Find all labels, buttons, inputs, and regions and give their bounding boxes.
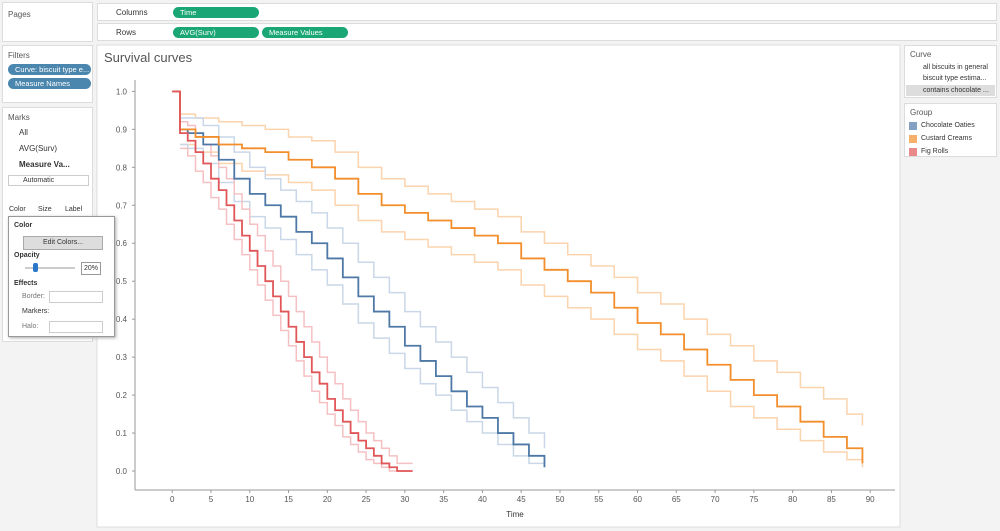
y-tick-label: 0.1 bbox=[116, 429, 128, 438]
mark-button[interactable]: Color bbox=[9, 206, 26, 213]
x-tick-label: 40 bbox=[478, 495, 487, 504]
edit-colors-button[interactable]: Edit Colors... bbox=[23, 236, 103, 250]
legend-title: Group bbox=[910, 108, 933, 117]
legend-label[interactable]: Chocolate Oaties bbox=[921, 122, 975, 129]
pages-title: Pages bbox=[8, 10, 31, 19]
y-tick-label: 0.3 bbox=[116, 353, 128, 362]
confidence-bound bbox=[179, 121, 413, 465]
confidence-bound bbox=[179, 143, 546, 468]
survival-curve bbox=[172, 90, 413, 472]
curve-legend: Curve all biscuits in general biscuit ty… bbox=[904, 45, 997, 98]
legend-title: Curve bbox=[910, 50, 932, 59]
slider-handle[interactable] bbox=[33, 263, 38, 272]
x-tick-label: 25 bbox=[362, 495, 371, 504]
legend-option[interactable]: biscuit type estima... bbox=[923, 75, 987, 82]
x-tick-label: 20 bbox=[323, 495, 332, 504]
y-tick-label: 1.0 bbox=[116, 87, 128, 96]
confidence-bound bbox=[179, 143, 864, 468]
marks-tab[interactable]: AVG(Surv) bbox=[19, 144, 58, 153]
markers-label: Markers: bbox=[22, 308, 50, 315]
x-tick-label: 85 bbox=[827, 495, 836, 504]
legend-label[interactable]: Custard Creams bbox=[921, 135, 972, 142]
y-tick-label: 0.8 bbox=[116, 163, 128, 172]
x-tick-label: 65 bbox=[672, 495, 681, 504]
x-tick-label: 35 bbox=[439, 495, 448, 504]
legend-option[interactable]: contains chocolate ... bbox=[906, 85, 995, 96]
x-tick-label: 30 bbox=[400, 495, 409, 504]
y-tick-label: 0.5 bbox=[116, 277, 128, 286]
survival-curve bbox=[172, 90, 546, 468]
halo-label: Halo: bbox=[22, 323, 39, 330]
confidence-bound bbox=[179, 147, 413, 472]
legend-option[interactable]: all biscuits in general bbox=[923, 64, 988, 71]
row-pill[interactable]: Measure Values bbox=[262, 27, 348, 38]
effects-label: Effects bbox=[14, 280, 38, 287]
x-tick-label: 90 bbox=[866, 495, 875, 504]
filter-pill[interactable]: Measure Names bbox=[8, 78, 91, 89]
filter-pill[interactable]: Curve: biscuit type e... bbox=[8, 64, 91, 75]
confidence-bound bbox=[179, 117, 546, 449]
y-tick-label: 0.4 bbox=[116, 315, 128, 324]
x-tick-label: 45 bbox=[517, 495, 526, 504]
color-popup: Color Edit Colors... Opacity 20% Effects… bbox=[8, 216, 115, 337]
y-tick-label: 0.6 bbox=[116, 239, 128, 248]
filters-shelf[interactable]: Filters Curve: biscuit type e... Measure… bbox=[2, 45, 93, 103]
chart-panel bbox=[96, 44, 901, 528]
y-tick-label: 0.9 bbox=[116, 125, 128, 134]
mark-type-dropdown[interactable]: Automatic bbox=[8, 175, 89, 186]
shelf-label: Rows bbox=[116, 28, 137, 37]
legend-label[interactable]: Fig Rolls bbox=[921, 148, 949, 155]
x-axis-title: Time bbox=[506, 510, 524, 519]
marks-tab[interactable]: All bbox=[19, 128, 28, 137]
mark-button[interactable]: Label bbox=[65, 206, 83, 213]
opacity-input[interactable]: 20% bbox=[81, 262, 101, 275]
marks-title: Marks bbox=[8, 113, 30, 122]
group-legend: Group Chocolate Oaties Custard Creams Fig … bbox=[904, 103, 997, 157]
row-pill[interactable]: AVG(Surv) bbox=[173, 27, 259, 38]
x-tick-label: 80 bbox=[788, 495, 797, 504]
x-tick-label: 15 bbox=[284, 495, 293, 504]
rows-shelf: Rows AVG(Surv) Measure Values bbox=[97, 23, 997, 41]
column-pill[interactable]: Time bbox=[173, 7, 259, 18]
popup-title: Color bbox=[14, 222, 33, 229]
legend-swatch[interactable] bbox=[909, 148, 917, 156]
opacity-label: Opacity bbox=[14, 252, 40, 259]
border-label: Border: bbox=[22, 293, 45, 300]
border-dropdown[interactable] bbox=[49, 291, 103, 303]
x-tick-label: 0 bbox=[170, 495, 175, 504]
x-tick-label: 10 bbox=[245, 495, 254, 504]
x-tick-label: 50 bbox=[556, 495, 565, 504]
x-tick-label: 55 bbox=[594, 495, 603, 504]
filters-title: Filters bbox=[8, 51, 30, 60]
x-tick-label: 70 bbox=[711, 495, 720, 504]
x-tick-label: 60 bbox=[633, 495, 642, 504]
legend-swatch[interactable] bbox=[909, 135, 917, 143]
marks-tab[interactable]: Measure Va... bbox=[19, 160, 70, 169]
x-tick-label: 5 bbox=[209, 495, 214, 504]
chart-title: Survival curves bbox=[104, 50, 193, 65]
shelf-label: Columns bbox=[116, 8, 148, 17]
y-tick-label: 0.7 bbox=[116, 201, 128, 210]
mark-button[interactable]: Size bbox=[38, 206, 52, 213]
confidence-bound bbox=[179, 113, 864, 426]
pages-shelf[interactable]: Pages bbox=[2, 2, 93, 42]
columns-shelf: Columns Time bbox=[97, 3, 997, 21]
halo-dropdown[interactable] bbox=[49, 321, 103, 333]
y-tick-label: 0.2 bbox=[116, 391, 128, 400]
opacity-slider[interactable] bbox=[25, 267, 75, 269]
x-tick-label: 75 bbox=[749, 495, 758, 504]
y-tick-label: 0.0 bbox=[116, 467, 128, 476]
legend-swatch[interactable] bbox=[909, 122, 917, 130]
survival-curve bbox=[172, 90, 864, 464]
